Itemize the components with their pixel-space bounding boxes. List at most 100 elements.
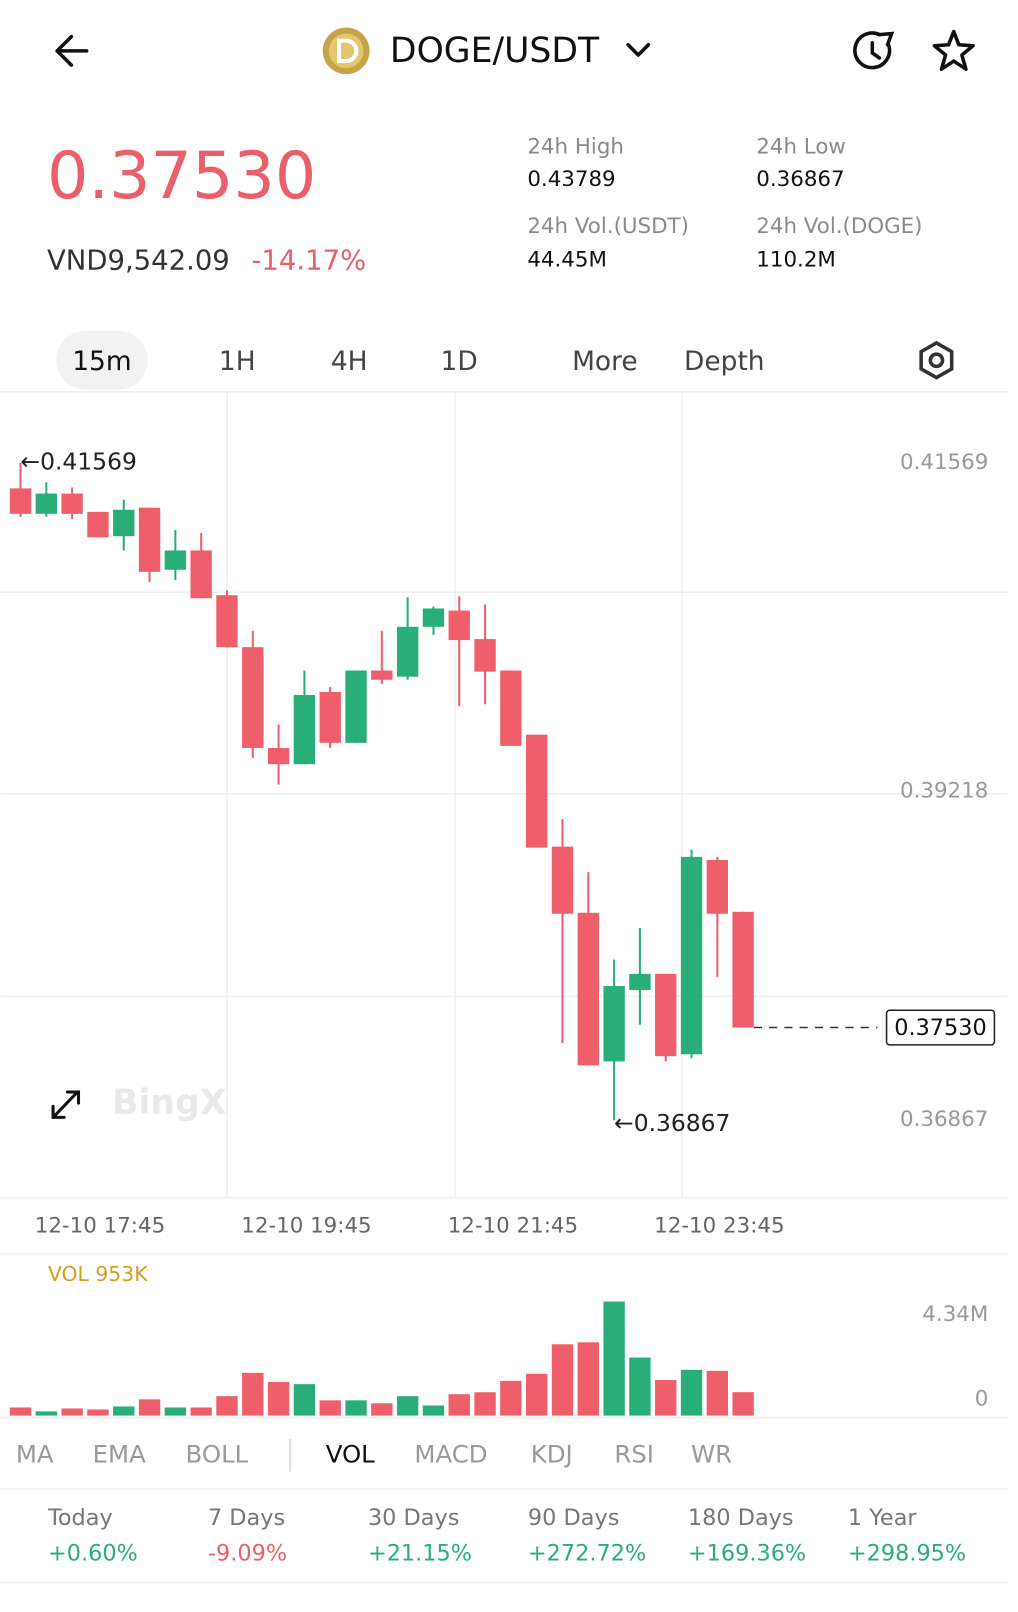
indicator-tab[interactable]: RSI xyxy=(614,1439,654,1468)
candle-body xyxy=(164,550,187,570)
chart-grid xyxy=(0,391,1008,1584)
candle-body xyxy=(500,670,522,746)
period-change: -9.09% xyxy=(208,1540,287,1566)
volume-bar xyxy=(267,1381,290,1416)
candle-body xyxy=(9,488,32,514)
volume-bar xyxy=(319,1400,341,1416)
x-tick-label: 12-10 17:45 xyxy=(35,1213,165,1238)
volume-bar xyxy=(396,1396,419,1416)
y-tick-label: 0.41569 xyxy=(900,450,988,475)
volume-tick-label: 4.34M xyxy=(922,1302,988,1327)
candle-body xyxy=(319,691,341,743)
favorite-button[interactable] xyxy=(932,29,975,71)
price-change: -14.17% xyxy=(252,246,367,277)
stat-label: 24h Vol.(DOGE) xyxy=(756,214,922,239)
candle-body xyxy=(371,670,393,680)
y-tick-label: 0.39218 xyxy=(900,779,988,804)
indicator-tab[interactable]: BOLL xyxy=(186,1439,249,1468)
candle-body xyxy=(448,610,470,641)
x-tick-label: 12-10 19:45 xyxy=(241,1213,371,1238)
candle-body xyxy=(267,747,290,765)
fiat-price: VND9,542.09 xyxy=(47,246,230,277)
indicator-tab[interactable]: MA xyxy=(16,1439,54,1468)
indicator-tab[interactable]: MACD xyxy=(414,1439,487,1468)
volume-bar xyxy=(448,1394,470,1416)
candle-body xyxy=(706,859,729,914)
indicator-tab[interactable]: EMA xyxy=(93,1439,146,1468)
candle-body xyxy=(87,511,109,538)
pair-dropdown[interactable] xyxy=(626,42,651,57)
stat-value: 0.36867 xyxy=(756,167,844,192)
candle-body xyxy=(680,856,703,1055)
candle-body xyxy=(577,912,599,1066)
period-label: 1 Year xyxy=(848,1505,918,1531)
x-tick-label: 12-10 23:45 xyxy=(654,1213,784,1238)
stat-value: 110.2M xyxy=(756,248,836,273)
indicator-tab[interactable]: KDJ xyxy=(531,1439,573,1468)
candle-body xyxy=(629,973,651,991)
period-label: 30 Days xyxy=(368,1505,459,1531)
last-price: 0.37530 xyxy=(47,139,316,214)
timeframe-tab[interactable]: More xyxy=(572,346,638,377)
volume-bar xyxy=(551,1344,574,1416)
active-tab-bg xyxy=(56,330,148,390)
volume-bar xyxy=(706,1370,729,1416)
timeframe-tab[interactable]: 15m xyxy=(72,346,131,377)
pair-title[interactable]: DOGE/USDT xyxy=(390,31,600,71)
timeframe-tab[interactable]: 1H xyxy=(219,346,256,377)
volume-bar xyxy=(190,1407,212,1416)
volume-bar xyxy=(525,1373,548,1416)
volume-bar xyxy=(61,1408,83,1416)
volume-bar xyxy=(732,1392,754,1416)
volume-bar xyxy=(216,1396,238,1416)
stat-value: 0.43789 xyxy=(527,167,615,192)
indicator-tab[interactable]: WR xyxy=(691,1439,732,1468)
timeframe-tab[interactable]: Depth xyxy=(684,346,765,377)
back-button[interactable] xyxy=(55,34,89,67)
stat-value: 44.45M xyxy=(527,248,607,273)
timeframe-tab[interactable]: 4H xyxy=(331,346,368,377)
chart-settings[interactable] xyxy=(919,340,954,380)
volume-bar xyxy=(655,1379,677,1416)
timeframe-tab[interactable]: 1D xyxy=(441,346,478,377)
period-change: +298.95% xyxy=(848,1540,966,1566)
period-label: 180 Days xyxy=(688,1505,794,1531)
volume-bar xyxy=(680,1369,703,1416)
candle-body xyxy=(293,694,316,765)
volume-bar xyxy=(345,1400,367,1416)
last-price-box xyxy=(885,1009,996,1046)
candle-body xyxy=(655,973,677,1057)
volume-bar xyxy=(293,1384,316,1416)
watermark: BingX xyxy=(112,1083,226,1123)
volume-tick-label: 0 xyxy=(975,1386,989,1411)
period-change: +0.60% xyxy=(48,1540,138,1566)
candle-body xyxy=(732,911,754,1028)
last-price-label: 0.37530 xyxy=(894,1015,987,1041)
candle-body xyxy=(474,639,496,672)
period-label: 90 Days xyxy=(528,1505,619,1531)
volume-bar xyxy=(113,1406,135,1416)
indicator-tab[interactable]: VOL xyxy=(326,1439,375,1468)
y-tick-label: 0.36867 xyxy=(900,1107,988,1132)
expand-button[interactable] xyxy=(51,1090,81,1119)
volume-bar xyxy=(35,1411,58,1416)
high-annotation: ←0.41569 xyxy=(21,447,137,475)
refresh-button[interactable] xyxy=(853,31,895,70)
stat-label: 24h Vol.(USDT) xyxy=(527,214,689,239)
period-change: +169.36% xyxy=(688,1540,806,1566)
volume-bar xyxy=(500,1380,522,1416)
candle-body xyxy=(61,493,83,514)
candle-body xyxy=(242,647,264,748)
volume-bar xyxy=(9,1407,32,1416)
period-label: Today xyxy=(47,1505,113,1531)
volume-bar xyxy=(242,1372,264,1416)
candle-body xyxy=(525,734,548,848)
stat-label: 24h High xyxy=(527,135,624,160)
volume-bar xyxy=(422,1405,445,1416)
volume-bar xyxy=(629,1357,651,1416)
low-annotation: ←0.36867 xyxy=(614,1109,730,1137)
candle-body xyxy=(396,626,419,677)
period-change: +21.15% xyxy=(368,1540,472,1566)
